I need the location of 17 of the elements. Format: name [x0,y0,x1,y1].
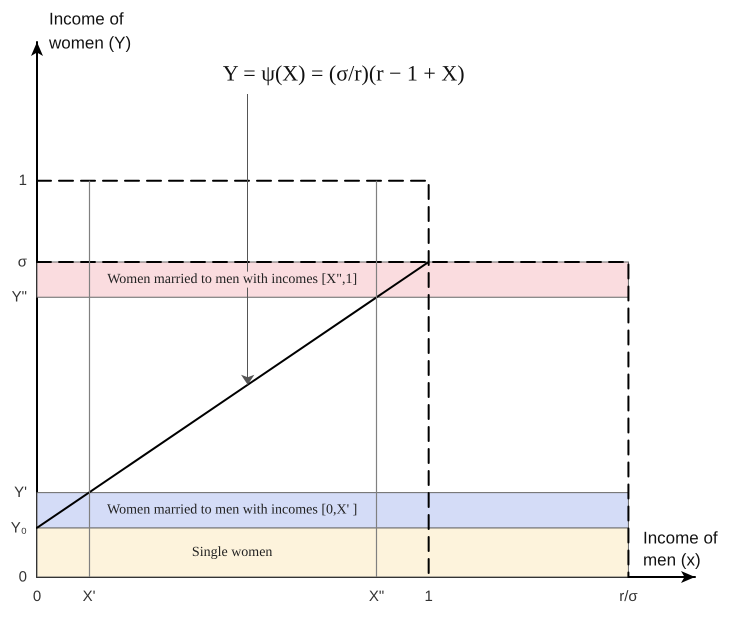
y-tick-label: Y" [12,288,27,306]
band-label: Women married to men with incomes [0,X' ] [107,502,358,518]
x-tick-label: X" [368,588,384,605]
band-label: Single women [192,544,272,560]
y-axis-title: Income of women (Y) [48,10,132,52]
x-tick-label: 0 [32,588,42,605]
y-tick-label: Y₀ [10,519,27,536]
x-tick-label: r/σ [619,588,638,605]
y-tick-label: 1 [18,172,27,190]
y-tick-label: 0 [18,568,27,586]
y-tick-label: Y' [14,484,28,502]
x-axis-title: Income of men (x) [643,528,722,570]
annotation: Y = ψ(X) = (σ/r)(r − 1 + X) [222,60,465,86]
x-tick-label: X' [82,588,96,605]
x-tick-label: 1 [424,588,433,605]
band-label: Women married to men with incomes [X",1] [107,272,358,288]
y-tick-label: σ [18,253,28,270]
